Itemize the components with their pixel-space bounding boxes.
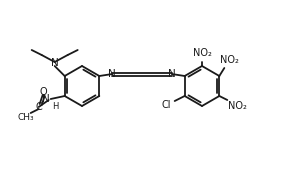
Text: N: N xyxy=(168,69,175,79)
Text: CH₃: CH₃ xyxy=(17,113,34,121)
Text: N: N xyxy=(42,94,50,104)
Text: Cl: Cl xyxy=(162,100,171,110)
Text: NO₂: NO₂ xyxy=(192,48,211,58)
Text: H: H xyxy=(52,102,58,111)
Text: C: C xyxy=(35,102,42,112)
Text: N: N xyxy=(51,58,59,68)
Text: NO₂: NO₂ xyxy=(220,55,239,65)
Text: O: O xyxy=(40,87,48,97)
Text: NO₂: NO₂ xyxy=(228,101,247,111)
Text: N: N xyxy=(108,69,116,79)
